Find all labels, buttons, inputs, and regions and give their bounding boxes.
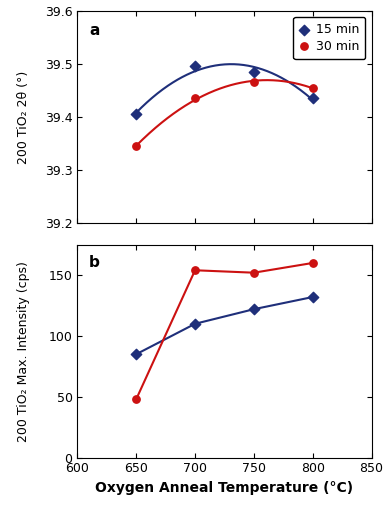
Point — [133, 395, 139, 403]
Point — [192, 320, 198, 328]
Point — [192, 266, 198, 275]
Point — [310, 259, 316, 267]
30 min — [192, 94, 198, 103]
30 min — [133, 142, 139, 150]
Legend: 15 min, 30 min: 15 min, 30 min — [293, 17, 365, 59]
15 min — [310, 94, 316, 103]
15 min — [251, 67, 257, 76]
15 min — [133, 110, 139, 118]
Point — [251, 268, 257, 277]
30 min — [251, 78, 257, 87]
30 min — [310, 84, 316, 92]
Y-axis label: 200 TiO₂ 2θ (°): 200 TiO₂ 2θ (°) — [17, 70, 30, 164]
15 min — [192, 62, 198, 70]
Text: a: a — [89, 23, 99, 38]
X-axis label: Oxygen Anneal Temperature (°C): Oxygen Anneal Temperature (°C) — [96, 481, 353, 495]
Y-axis label: 200 TiO₂ Max. Intensity (cps): 200 TiO₂ Max. Intensity (cps) — [17, 261, 30, 442]
Point — [310, 293, 316, 301]
Point — [251, 305, 257, 313]
Point — [133, 350, 139, 358]
Text: b: b — [89, 255, 100, 270]
